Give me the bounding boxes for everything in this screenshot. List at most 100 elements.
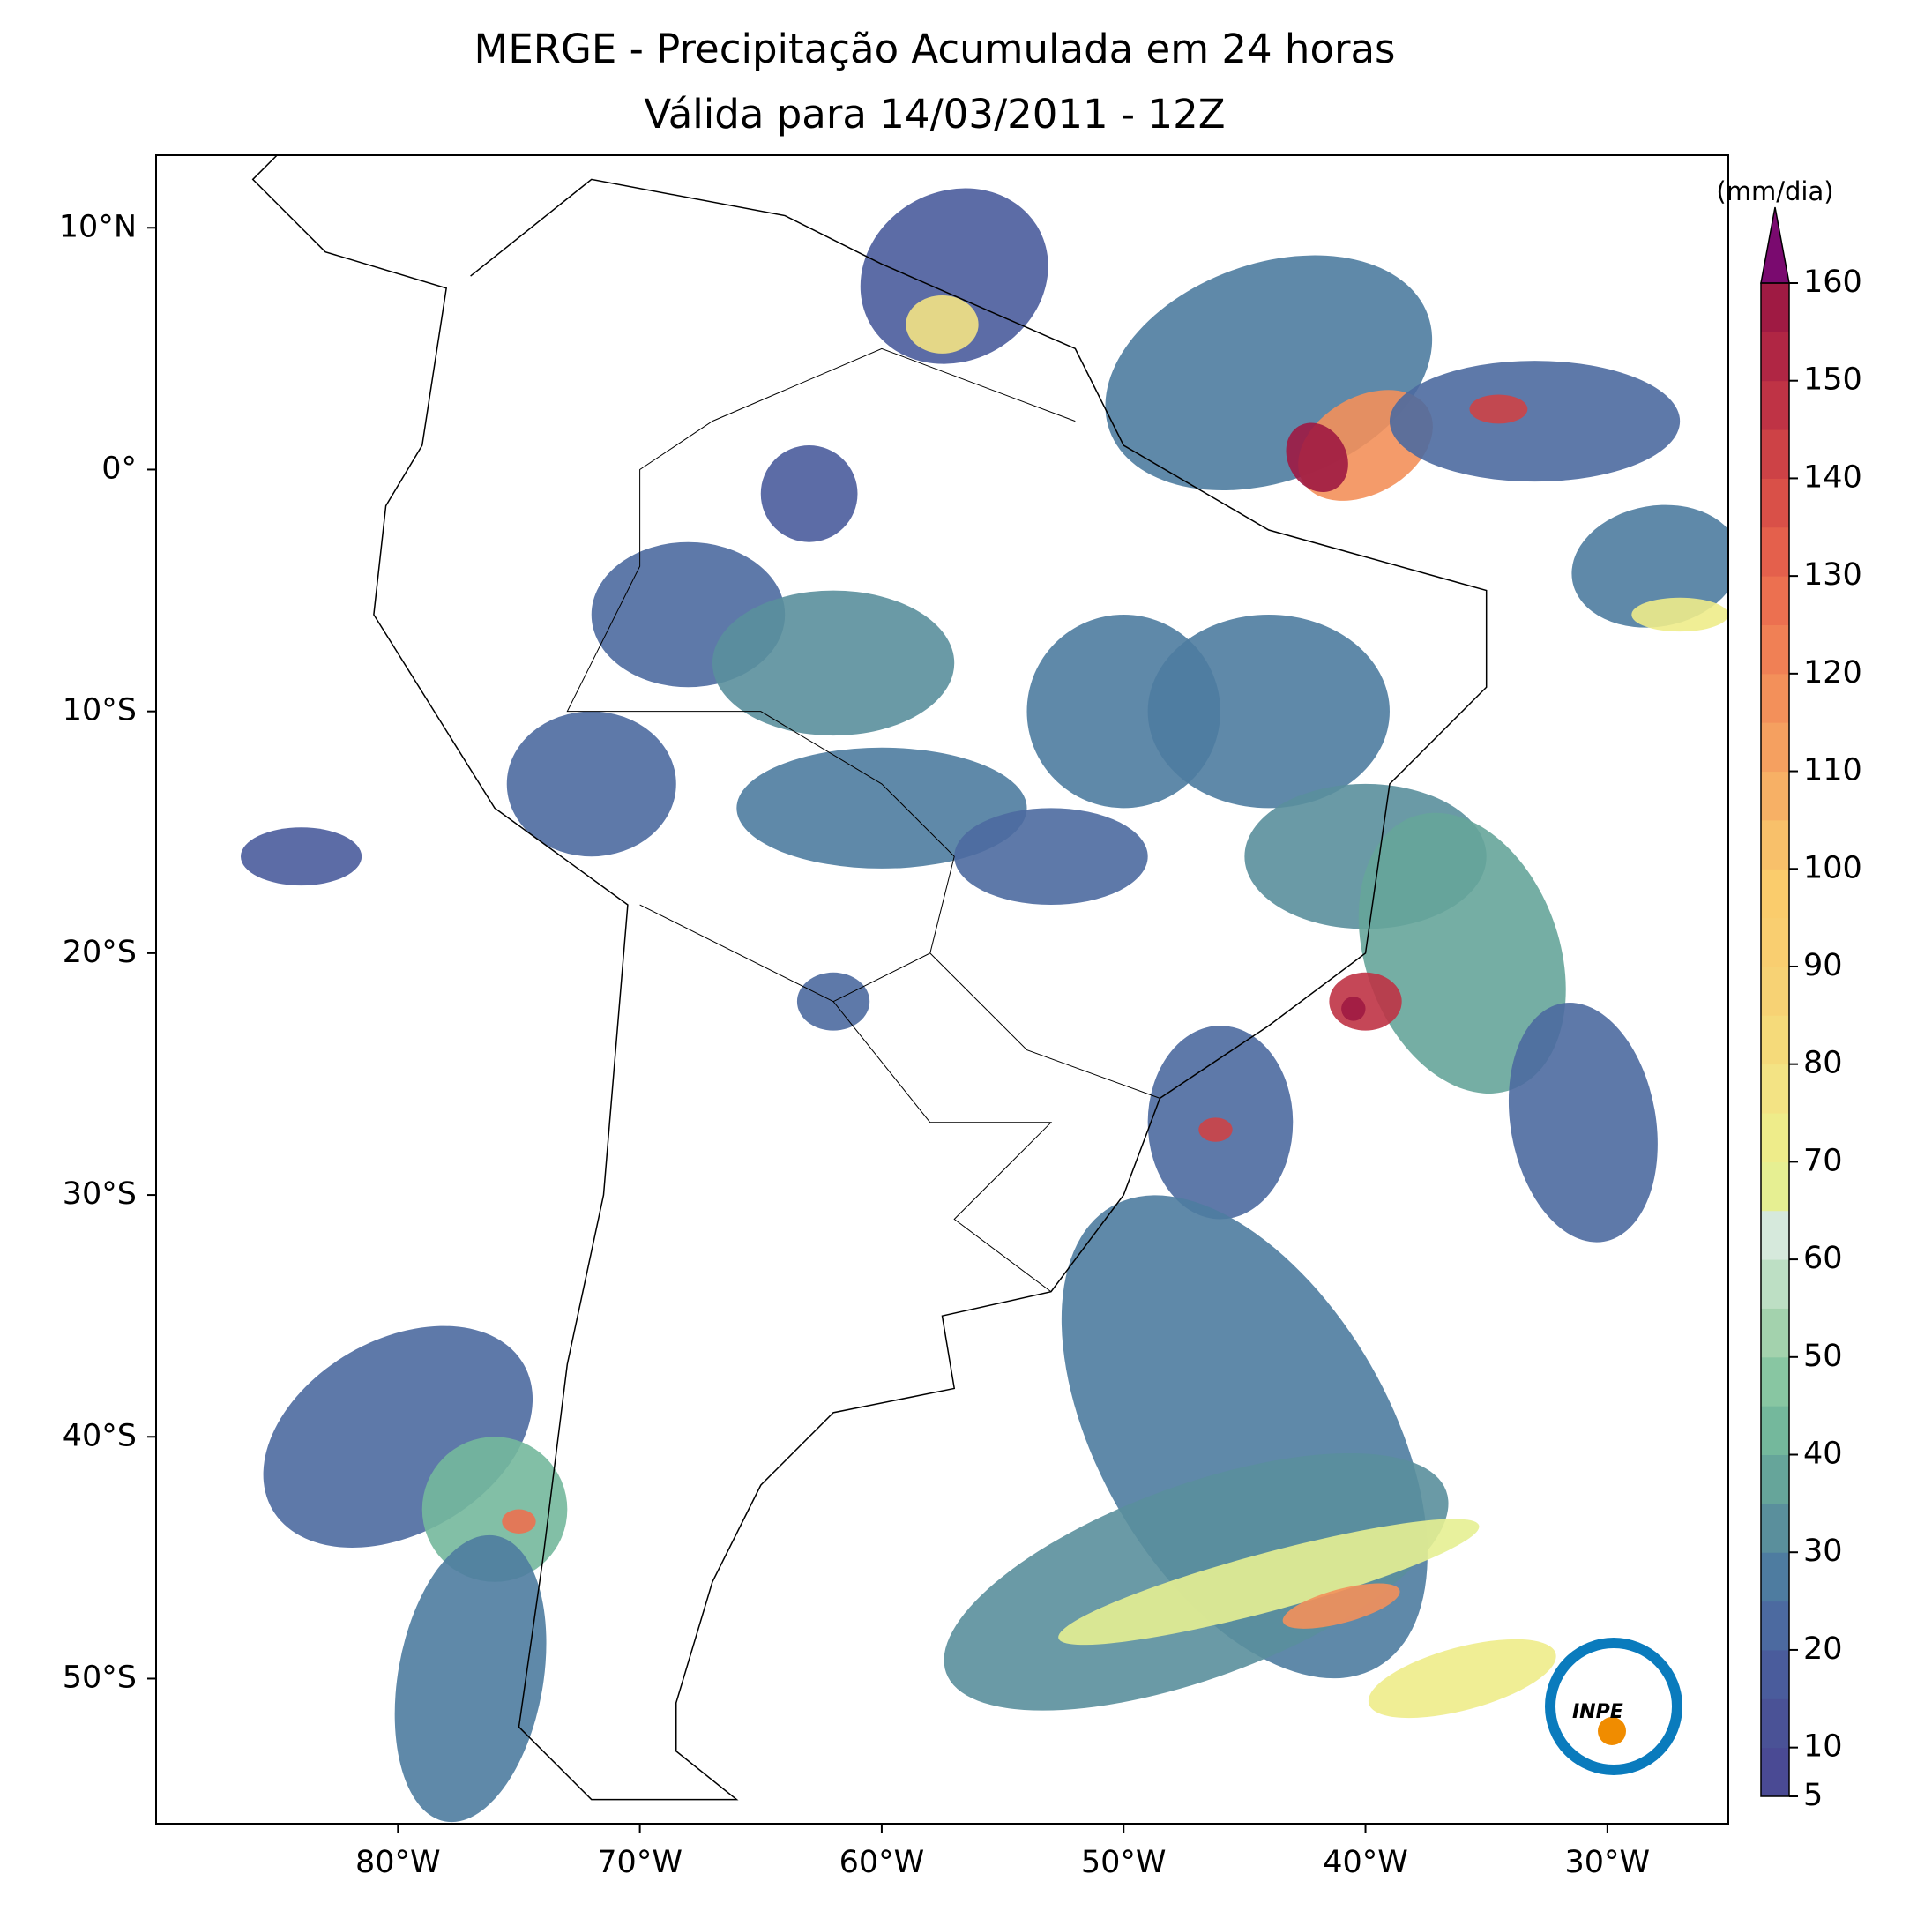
colorbar-tick-label: 40 (1803, 1437, 1843, 1472)
logo-text: INPE (1572, 1701, 1623, 1723)
colorbar-band (1761, 1698, 1789, 1749)
colorbar-unit: (mm/dia) (1716, 176, 1833, 206)
x-tick-label: 80°W (355, 1845, 441, 1880)
precip-area (712, 590, 955, 736)
colorbar-band (1761, 1406, 1789, 1456)
precip-area (1341, 997, 1366, 1021)
precip-area (1389, 361, 1681, 482)
precip-area (760, 445, 858, 542)
colorbar-band (1761, 1454, 1789, 1504)
colorbar-band (1761, 1161, 1789, 1212)
colorbar-tick-label: 80 (1803, 1046, 1843, 1081)
colorbar-band (1761, 1210, 1789, 1260)
colorbar-band (1761, 1649, 1789, 1699)
colorbar-band (1761, 1503, 1789, 1553)
colorbar-tick-label: 50 (1803, 1339, 1843, 1374)
y-tick-label: 20°S (63, 935, 137, 970)
precip-area (736, 747, 1027, 869)
border (929, 952, 1160, 1099)
colorbar-band (1761, 576, 1789, 625)
precip-area (1286, 422, 1348, 492)
colorbar-band (1761, 819, 1789, 870)
x-tick-label: 60°W (839, 1845, 925, 1880)
precip-area (1571, 504, 1728, 628)
precip-area (506, 711, 676, 857)
precip-area (241, 827, 362, 886)
logo-dot (1598, 1717, 1626, 1745)
colorbar-band (1761, 526, 1789, 577)
border (566, 347, 1076, 1003)
colorbar-band (1761, 1113, 1789, 1162)
precip-area (1631, 597, 1728, 632)
colorbar-band (1761, 966, 1789, 1016)
precip-area (1105, 255, 1433, 491)
colorbar-tick-label: 140 (1803, 459, 1862, 495)
colorbar-band (1761, 429, 1789, 479)
y-tick-label: 40°S (63, 1418, 137, 1453)
colorbar-tick-label: 110 (1803, 753, 1862, 788)
title-line: MERGE - Precipitação Acumulada em 24 hor… (474, 26, 1396, 72)
map-frame (155, 154, 1729, 1825)
x-tick-label: 40°W (1323, 1845, 1408, 1880)
x-tick-label: 30°W (1565, 1845, 1651, 1880)
precip-area (502, 1509, 536, 1534)
colorbar-extend (1760, 206, 1790, 284)
colorbar-band (1761, 283, 1789, 332)
x-tick-label: 70°W (597, 1845, 683, 1880)
precip-area (421, 1437, 568, 1582)
precip-area (1358, 812, 1566, 1094)
colorbar-band (1761, 1259, 1789, 1309)
y-tick-label: 0° (101, 451, 137, 486)
colorbar-band (1761, 624, 1789, 675)
precip-area (954, 808, 1148, 906)
precip-area (1508, 1003, 1658, 1243)
colorbar-tick-label: 30 (1803, 1534, 1843, 1569)
colorbar-band (1761, 332, 1789, 382)
precip-area (1058, 1519, 1480, 1646)
logo-ring (1545, 1638, 1682, 1775)
precip-area (1282, 1583, 1400, 1629)
border (832, 1001, 1053, 1293)
colorbar-band (1761, 1747, 1789, 1797)
colorbar-band (1761, 1064, 1789, 1114)
precip-area (906, 295, 979, 354)
x-tick-label: 50°W (1081, 1845, 1167, 1880)
title-line: Válida para 14/03/2011 - 12Z (644, 91, 1225, 138)
precip-area (1469, 394, 1528, 424)
y-tick-label: 30°S (63, 1176, 137, 1212)
colorbar-band (1761, 869, 1789, 919)
colorbar-tick-label: 130 (1803, 557, 1862, 593)
map-area (241, 155, 1728, 1823)
colorbar-band (1761, 771, 1789, 821)
colorbar-tick-label: 10 (1803, 1729, 1843, 1765)
colorbar-band (1761, 478, 1789, 528)
precip-area (1329, 972, 1402, 1031)
colorbar-band (1761, 1601, 1789, 1651)
colorbar-band (1761, 1552, 1789, 1602)
colorbar-tick-label: 90 (1803, 948, 1843, 983)
precip-area (394, 1534, 547, 1823)
colorbar-band (1761, 722, 1789, 773)
colorbar-band (1761, 1356, 1789, 1407)
coastline (251, 155, 1488, 1801)
colorbar-band (1761, 1015, 1789, 1065)
precip-area (1198, 1117, 1233, 1142)
colorbar-tick-label: 70 (1803, 1143, 1843, 1178)
colorbar-tick-label: 100 (1803, 850, 1862, 885)
colorbar-frame (1760, 282, 1790, 1797)
y-tick-label: 10°N (59, 209, 137, 244)
y-tick-label: 10°S (63, 693, 137, 728)
colorbar-band (1761, 917, 1789, 967)
precip-area (1147, 614, 1390, 809)
colorbar-band (1761, 380, 1789, 430)
colorbar-tick-label: 120 (1803, 655, 1862, 690)
precip-area (860, 188, 1048, 364)
colorbar-tick-label: 60 (1803, 1241, 1843, 1276)
colorbar-tick-label: 20 (1803, 1631, 1843, 1667)
y-tick-label: 50°S (63, 1660, 137, 1695)
colorbar-tick-label: 160 (1803, 265, 1862, 300)
colorbar-band (1761, 1308, 1789, 1358)
colorbar-tick-label: 5 (1803, 1778, 1823, 1813)
precip-area (1368, 1639, 1556, 1719)
